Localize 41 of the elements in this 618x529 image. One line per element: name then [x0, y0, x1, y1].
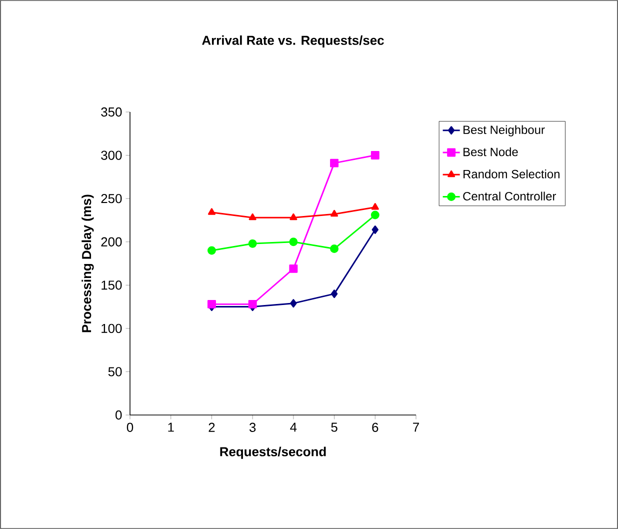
legend-label: Best Node	[464, 147, 518, 156]
y-tick-label: 50	[108, 367, 122, 376]
legend-label: Best Neighbour	[464, 125, 545, 136]
point	[330, 290, 338, 298]
x-tick-label: 4	[290, 422, 297, 432]
chart-title: Arrival Rate vs. Requests/sec	[202, 35, 384, 48]
x-tick-label: 3	[249, 422, 256, 432]
point	[248, 300, 257, 308]
y-tick-label: 250	[101, 194, 122, 204]
point	[207, 246, 216, 255]
point	[370, 210, 380, 220]
x-tick-label: 2	[208, 422, 215, 432]
x-tick-label: 5	[331, 422, 338, 432]
y-axis-title: Processing Delay (ms)	[82, 194, 94, 332]
point	[330, 158, 339, 168]
point	[330, 244, 339, 254]
point	[330, 210, 338, 217]
y-tick-label: 300	[101, 150, 122, 160]
y-tick-label: 350	[101, 107, 122, 117]
point	[208, 208, 216, 215]
point	[370, 151, 380, 160]
point	[248, 213, 256, 220]
legend-label: Central Controller	[463, 192, 556, 200]
point	[248, 239, 257, 248]
x-axis-title: Requests/second	[220, 446, 326, 459]
legend-label: Random Selection	[464, 170, 560, 178]
point	[289, 264, 298, 273]
x-tick-label: 7	[413, 422, 419, 432]
x-tick-label: 1	[168, 422, 174, 432]
point	[372, 226, 379, 234]
point	[290, 213, 298, 220]
point	[289, 238, 298, 246]
y-tick-label: 100	[102, 324, 122, 334]
y-tick-label: 0	[116, 410, 122, 420]
x-tick-label: 0	[126, 422, 134, 432]
point	[207, 300, 216, 308]
y-tick-label: 200	[101, 237, 122, 246]
x-tick-label: 6	[372, 422, 378, 432]
point	[371, 202, 379, 210]
y-tick-label: 150	[102, 280, 122, 290]
point	[290, 299, 297, 308]
